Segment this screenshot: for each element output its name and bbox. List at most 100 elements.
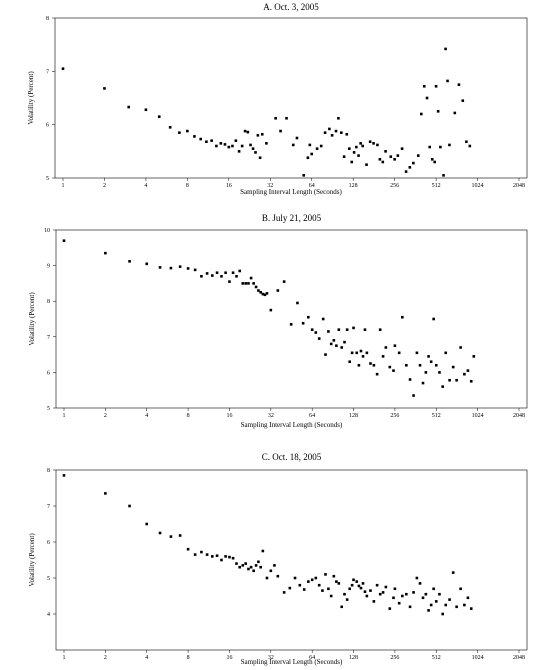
data-point: [372, 142, 375, 145]
data-point: [252, 569, 255, 573]
data-point: [444, 47, 447, 51]
x-tick-label: 128: [349, 183, 358, 189]
y-tick-label: 8: [46, 16, 49, 22]
data-point: [144, 108, 148, 112]
data-point: [418, 582, 422, 585]
data-point: [397, 601, 401, 605]
x-tick-label: 32: [267, 183, 273, 189]
data-point: [168, 126, 172, 129]
x-tick-label: 2: [104, 655, 107, 661]
x-tick-label: 2: [104, 413, 107, 419]
data-point: [291, 143, 295, 147]
data-point: [296, 301, 299, 305]
data-point: [355, 580, 359, 583]
data-point: [62, 474, 66, 477]
data-point: [241, 564, 245, 567]
data-point: [457, 83, 461, 86]
data-point: [461, 99, 465, 102]
data-point: [324, 353, 327, 356]
data-point: [178, 265, 182, 268]
data-point: [307, 580, 310, 583]
data-point: [244, 562, 247, 565]
data-point: [334, 129, 338, 133]
data-point: [365, 594, 369, 598]
data-point: [405, 592, 408, 596]
data-point: [335, 580, 338, 583]
data-point: [345, 598, 349, 601]
data-point: [224, 555, 227, 558]
data-point: [455, 605, 458, 609]
data-point: [468, 144, 472, 148]
data-point: [429, 360, 433, 364]
data-point: [415, 576, 419, 580]
data-point: [288, 586, 292, 590]
x-tick-label: 32: [268, 655, 274, 661]
x-tick-label: 4: [145, 413, 148, 419]
y-tick-label: 6: [47, 540, 50, 546]
x-tick-label: 8: [187, 655, 190, 661]
data-point: [231, 144, 234, 148]
data-point: [235, 274, 238, 278]
data-point: [145, 262, 149, 266]
chart-title: C. Oct. 18, 2005: [262, 452, 322, 462]
data-point: [401, 594, 404, 598]
data-point: [408, 605, 412, 609]
x-tick-label: 64: [309, 413, 315, 419]
x-tick-label: 128: [349, 413, 358, 419]
x-tick-label: 8: [187, 413, 190, 419]
chart-title: A. Oct. 3, 2005: [263, 2, 319, 12]
data-point: [317, 583, 321, 587]
data-point: [265, 142, 268, 145]
data-point: [282, 280, 286, 283]
data-point: [258, 156, 262, 160]
data-point: [307, 315, 310, 319]
data-point: [186, 267, 190, 270]
data-point: [350, 583, 354, 587]
y-tick-label: 5: [47, 576, 50, 582]
data-point: [310, 578, 314, 582]
data-point: [104, 492, 107, 495]
x-tick-label: 16: [226, 413, 232, 419]
data-point: [327, 587, 330, 591]
x-tick-label: 256: [390, 413, 399, 419]
data-point: [442, 174, 445, 177]
data-point: [412, 161, 415, 165]
data-point: [448, 143, 451, 147]
data-point: [459, 346, 462, 349]
x-tick-label: 1: [63, 655, 66, 661]
data-point: [314, 576, 318, 580]
data-point: [463, 372, 466, 376]
y-tick-label: 8: [47, 468, 50, 474]
data-point: [350, 160, 354, 164]
data-point: [62, 239, 66, 242]
data-point: [178, 131, 181, 134]
data-point: [389, 155, 393, 158]
data-point: [422, 84, 426, 88]
data-point: [421, 381, 425, 385]
data-point: [359, 142, 362, 145]
data-point: [329, 594, 333, 598]
data-point: [348, 587, 351, 591]
data-point: [343, 592, 346, 596]
data-point: [472, 355, 476, 358]
data-point: [220, 274, 223, 278]
data-point: [412, 394, 415, 397]
chart-panel-c: C. Oct. 18, 2005 Sampling Interval Lengt…: [28, 452, 528, 666]
data-point: [401, 315, 404, 319]
data-point: [254, 151, 257, 154]
data-point: [178, 534, 182, 537]
data-point: [329, 342, 333, 346]
data-point: [361, 144, 364, 148]
data-point: [306, 156, 310, 160]
data-point: [359, 586, 363, 590]
data-point: [265, 576, 269, 580]
data-point: [289, 323, 293, 326]
y-tick-label: 6: [46, 123, 49, 129]
data-point: [429, 603, 433, 607]
data-point: [215, 144, 218, 148]
data-point: [392, 369, 395, 372]
data-point: [469, 380, 473, 383]
data-point: [368, 140, 372, 144]
data-point: [210, 274, 214, 277]
data-point: [321, 589, 324, 592]
